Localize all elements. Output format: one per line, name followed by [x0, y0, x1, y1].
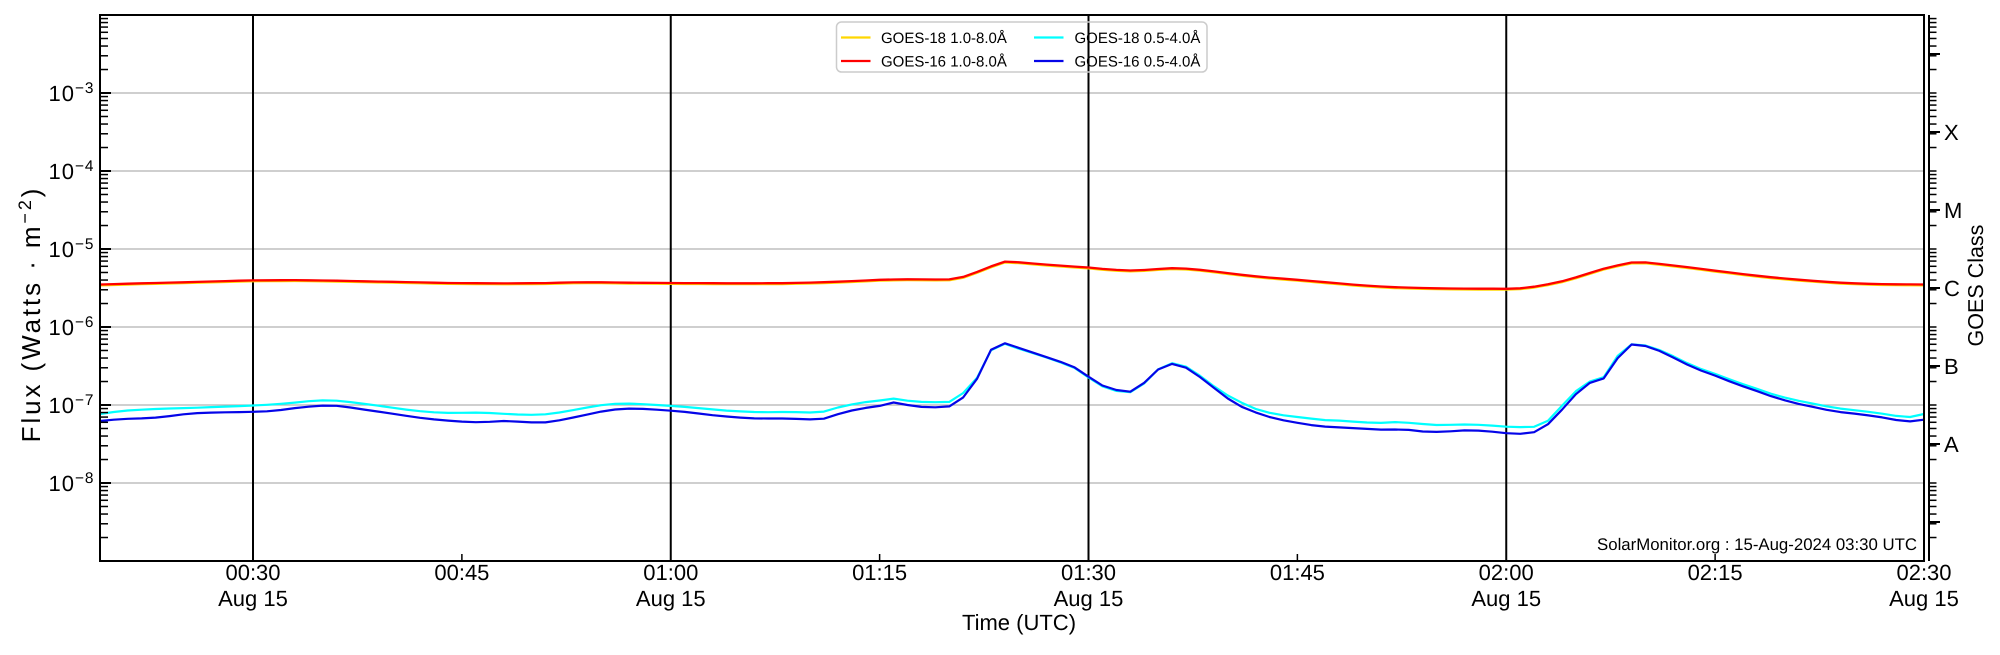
svg-text:10−7: 10−7: [48, 392, 94, 418]
svg-text:Time (UTC): Time (UTC): [962, 610, 1076, 635]
svg-text:GOES Class: GOES Class: [1964, 225, 1988, 347]
svg-text:SolarMonitor.org : 15-Aug-2024: SolarMonitor.org : 15-Aug-2024 03:30 UTC: [1597, 535, 1917, 554]
svg-text:M: M: [1944, 198, 1962, 223]
svg-text:A: A: [1944, 432, 1959, 457]
svg-text:GOES-18 0.5-4.0Å: GOES-18 0.5-4.0Å: [1075, 29, 1201, 47]
svg-text:X: X: [1944, 120, 1959, 145]
svg-text:C: C: [1944, 276, 1960, 301]
svg-text:01:15: 01:15: [852, 560, 907, 585]
svg-text:01:00: 01:00: [643, 560, 698, 585]
svg-text:01:30: 01:30: [1061, 560, 1116, 585]
svg-text:02:00: 02:00: [1479, 560, 1534, 585]
svg-text:Flux (Watts · m−2): Flux (Watts · m−2): [15, 186, 46, 443]
svg-text:00:45: 00:45: [434, 560, 489, 585]
svg-text:Aug 15: Aug 15: [636, 586, 706, 611]
svg-text:02:15: 02:15: [1688, 560, 1743, 585]
svg-text:Aug 15: Aug 15: [1471, 586, 1541, 611]
svg-text:Aug 15: Aug 15: [1889, 586, 1959, 611]
svg-text:GOES-16 0.5-4.0Å: GOES-16 0.5-4.0Å: [1075, 53, 1201, 71]
svg-text:00:30: 00:30: [225, 560, 280, 585]
svg-text:01:45: 01:45: [1270, 560, 1325, 585]
svg-text:02:30: 02:30: [1896, 560, 1951, 585]
svg-text:GOES-18 1.0-8.0Å: GOES-18 1.0-8.0Å: [881, 29, 1007, 47]
svg-text:10−4: 10−4: [48, 158, 94, 184]
svg-text:B: B: [1944, 354, 1959, 379]
svg-text:Aug 15: Aug 15: [218, 586, 288, 611]
svg-text:GOES-16 1.0-8.0Å: GOES-16 1.0-8.0Å: [881, 53, 1007, 71]
svg-text:Aug 15: Aug 15: [1054, 586, 1124, 611]
